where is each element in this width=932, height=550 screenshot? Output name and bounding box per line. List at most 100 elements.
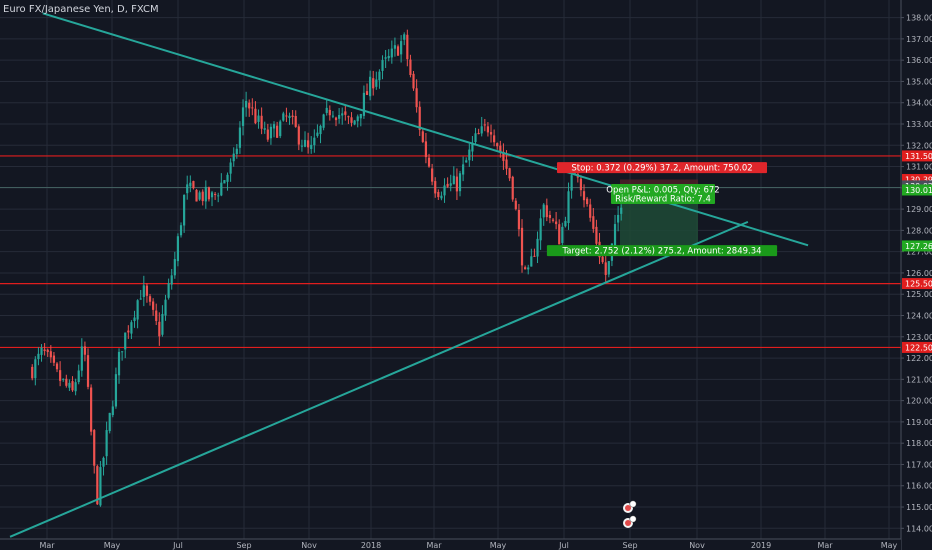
candle-body: [545, 205, 548, 218]
candle-body: [307, 140, 310, 148]
ascending-trendline: [9, 220, 749, 538]
candle-body: [136, 300, 139, 320]
candle-body: [251, 107, 254, 109]
time-tick-label: 2018: [361, 541, 381, 550]
candle-body: [108, 412, 111, 432]
candle-body: [105, 430, 108, 457]
stop-label-text: Stop: 0.372 (0.29%) 37.2, Amount: 750.02: [571, 164, 752, 174]
candle-body: [201, 191, 204, 202]
candle-body: [486, 126, 490, 133]
candle-body: [601, 256, 604, 263]
price-tag-bg: [902, 240, 932, 252]
candle-body: [539, 218, 542, 241]
price-tag-level: 131.500: [902, 150, 932, 162]
pnl-label-bg: [611, 184, 715, 205]
candle-body: [241, 107, 245, 126]
candle-body: [46, 349, 49, 353]
candle-body: [567, 191, 570, 224]
time-axis-bg: [0, 539, 901, 550]
grid: [0, 0, 901, 539]
candle-body: [502, 151, 505, 161]
candle-body: [272, 124, 276, 129]
candle-body: [49, 351, 52, 358]
price-tick-label: 133.000: [906, 120, 932, 129]
candle-body: [338, 115, 341, 119]
candle-body: [458, 173, 462, 192]
time-axis[interactable]: Mar May Jul Sep Nov 2018 Mar May Jul Sep Nov 2019 Ma…: [0, 538, 901, 550]
price-tick-label: 136.000: [906, 56, 932, 65]
candle-body: [71, 381, 74, 391]
candle-body: [465, 160, 468, 163]
candle-body: [468, 149, 471, 161]
candle-body: [37, 353, 40, 360]
price-axis[interactable]: 114.000 115.000 116.000 117.000 118.000 119.0…: [900, 0, 932, 550]
price-tick-label: 121.000: [906, 375, 932, 384]
candle-body: [313, 137, 316, 146]
price-tag-bg: [902, 278, 932, 290]
candle-body: [564, 220, 567, 227]
candle-body: [474, 133, 477, 143]
candle-body: [381, 60, 384, 71]
candle-body: [424, 141, 428, 158]
price-tick-label: 122.000: [906, 354, 932, 363]
candle-body: [604, 262, 607, 275]
candle-body: [186, 184, 189, 194]
time-tick-label: Nov: [301, 541, 317, 550]
candle-body: [195, 189, 198, 202]
event-markers: [623, 500, 637, 528]
candle-body: [285, 115, 288, 117]
candle-body: [114, 374, 118, 407]
earnings-marker-icon: [623, 500, 637, 513]
candle-body: [266, 129, 269, 140]
candle-body: [276, 125, 279, 138]
candle-body: [341, 113, 344, 116]
candle-body: [427, 157, 431, 167]
candle-body: [353, 120, 356, 125]
candle-body: [173, 259, 176, 276]
candle-body: [393, 45, 397, 49]
target-label: Target: 2.752 (2.12%) 275.2, Amount: 284…: [546, 245, 778, 257]
candle-body: [334, 117, 338, 121]
loss-zone: [620, 179, 698, 188]
candle-body: [155, 310, 158, 321]
time-tick-label: Mar: [817, 541, 833, 550]
candle-body: [294, 115, 297, 127]
candle-body: [365, 91, 369, 95]
candle-body: [167, 283, 170, 298]
time-tick-label: Nov: [689, 541, 705, 550]
candle-body: [257, 115, 260, 122]
price-axis-bg: [901, 0, 932, 550]
candle-body: [359, 113, 362, 119]
price-tag-text: 130.393: [905, 175, 932, 184]
candle-body: [418, 106, 421, 130]
candle-body: [183, 194, 186, 226]
dividend-marker-icon: [623, 515, 637, 528]
time-tick-label: 2019: [751, 541, 771, 550]
candle-body: [403, 34, 406, 40]
time-tick-label: Sep: [622, 541, 637, 550]
candle-body: [245, 100, 248, 108]
candle-body: [68, 382, 71, 388]
candle-body: [207, 187, 211, 200]
stop-label-bg: [557, 162, 767, 174]
candle-body: [452, 175, 455, 185]
dividend-marker-icon-badge: [629, 515, 637, 523]
candle-body: [142, 285, 145, 297]
candle-body: [437, 191, 440, 198]
candle-body: [390, 48, 393, 58]
price-tick-label: 114.000: [906, 524, 932, 533]
candle-body: [260, 115, 263, 129]
candle-body: [496, 143, 499, 147]
candle-body: [347, 116, 350, 118]
candle-body: [328, 109, 331, 116]
candle-body: [189, 182, 192, 187]
time-tick-label: Mar: [39, 541, 55, 550]
candle-body: [514, 200, 517, 210]
candle-body: [511, 176, 514, 200]
candle-body: [223, 180, 226, 184]
price-tag-entry: 130.016: [902, 184, 932, 196]
candle-body: [52, 355, 56, 363]
